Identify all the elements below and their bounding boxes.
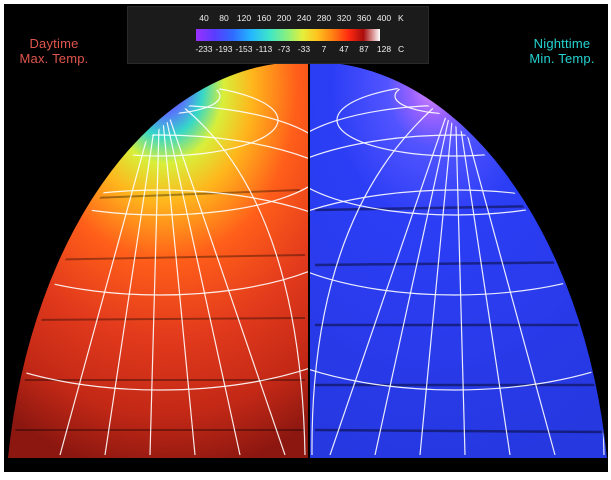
celsius-tick: -113 (255, 44, 273, 54)
celsius-tick: -153 (235, 44, 253, 54)
celsius-unit: C (398, 44, 405, 54)
colorbar-gradient (196, 29, 380, 41)
night-globe (309, 61, 607, 459)
day-globe (8, 61, 309, 459)
kelvin-tick: 120 (236, 13, 252, 23)
daytime-label-line2: Max. Temp. (19, 51, 89, 66)
temperature-colorbar: 40 80 120 160 200 240 280 320 360 400 K … (127, 6, 429, 64)
kelvin-unit: K (398, 13, 404, 23)
celsius-tick: -193 (215, 44, 233, 54)
kelvin-tick: 280 (316, 13, 332, 23)
daytime-label-line1: Daytime (29, 36, 79, 51)
kelvin-tick: 80 (219, 13, 229, 23)
kelvin-tick: 360 (356, 13, 372, 23)
celsius-tick: 128 (376, 44, 392, 54)
day-crater-texture (15, 189, 306, 431)
kelvin-tick: 200 (276, 13, 292, 23)
celsius-tick: -33 (297, 44, 311, 54)
celsius-tick: 7 (321, 44, 327, 54)
kelvin-tick: 400 (376, 13, 392, 23)
nighttime-label-line2: Min. Temp. (529, 51, 595, 66)
night-hemisphere (309, 61, 607, 459)
kelvin-tick: 40 (199, 13, 209, 23)
nighttime-label-line1: Nighttime (533, 36, 591, 51)
celsius-tick: 47 (339, 44, 349, 54)
kelvin-tick: 240 (296, 13, 312, 23)
celsius-tick: 87 (359, 44, 369, 54)
daytime-label: Daytime Max. Temp. (8, 36, 100, 66)
nighttime-label: Nighttime Min. Temp. (516, 36, 608, 66)
celsius-tick: -73 (277, 44, 291, 54)
kelvin-tick: 160 (256, 13, 272, 23)
celsius-tick: -233 (195, 44, 213, 54)
kelvin-tick: 320 (336, 13, 352, 23)
